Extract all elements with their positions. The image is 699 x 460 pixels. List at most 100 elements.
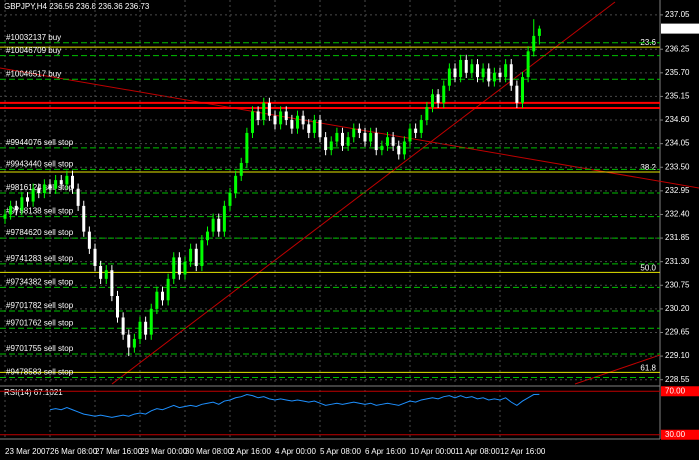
candle-body [217, 218, 221, 232]
candle-body [65, 175, 69, 185]
order-label: #9734382 sell stop [6, 278, 74, 287]
x-tick-label: 10 Apr 00:00 [410, 447, 456, 456]
candle-body [537, 28, 541, 36]
candle-body [3, 214, 7, 219]
rsi-name: RSI(14) [4, 388, 32, 397]
x-tick-label: 11 Apr 08:00 [455, 447, 500, 456]
candle-body [155, 291, 159, 309]
rsi-level-box [661, 386, 699, 397]
candle-body [172, 257, 176, 279]
order-label: #9784620 sell stop [6, 228, 74, 237]
candle-body [301, 115, 305, 125]
candle-body [222, 205, 226, 232]
y-tick-label: 237.05 [665, 10, 690, 19]
candle-body [116, 296, 119, 318]
order-label: #9816124 sell stop [6, 183, 74, 192]
order-label: #10032137 buy [6, 33, 61, 42]
candle-body [498, 72, 502, 78]
rsi-tick-label: 70.00 [665, 386, 686, 395]
candle-body [37, 188, 41, 193]
candle-body [414, 128, 418, 133]
candle-body [515, 85, 519, 103]
candle-body [14, 205, 18, 211]
candle-body [312, 120, 316, 133]
header: GBPJPY,H4 236.56 236.8 236.36 236.73 [4, 2, 150, 11]
y-tick-label: 229.65 [665, 328, 690, 337]
candle-body [279, 111, 283, 125]
y-tick-label: 230.20 [665, 304, 690, 313]
candle-body [59, 180, 63, 185]
x-tick-label: 30 Mar 08:00 [185, 447, 233, 456]
candle-body [31, 188, 35, 202]
candle-body [419, 120, 423, 133]
candle-body [245, 132, 249, 163]
last-close: 236.73 [125, 2, 150, 11]
candle-body [132, 338, 136, 348]
x-tick-label: 27 Mar 16:00 [95, 447, 143, 456]
candle-body [374, 132, 378, 151]
candle-body [26, 197, 29, 202]
last-low: 236.36 [98, 2, 123, 11]
candle-body [352, 128, 356, 138]
x-tick-label: 6 Apr 16:00 [365, 447, 406, 456]
candle-body [183, 261, 187, 275]
y-tick-label: 235.15 [665, 92, 690, 101]
candle-body [492, 72, 496, 82]
trend-line [574, 354, 661, 385]
candle-body [273, 115, 277, 125]
current-price: 236.73 [665, 24, 690, 33]
candle-body [459, 59, 463, 78]
candle-body [453, 68, 457, 78]
candle-body [436, 94, 440, 103]
fib-label: 50.0 [640, 264, 656, 273]
candle-body [234, 175, 238, 193]
x-tick-label: 23 Mar 2007 [5, 447, 50, 456]
candle-body [526, 51, 530, 78]
candle-body [267, 102, 271, 116]
candle-body [87, 231, 91, 249]
x-tick-label: 2 Apr 16:00 [230, 447, 271, 456]
y-tick-label: 231.30 [665, 257, 690, 266]
order-label: #9701762 sell stop [6, 318, 74, 327]
candle-body [138, 321, 142, 339]
y-tick-label: 234.05 [665, 139, 690, 148]
candle-body [391, 137, 395, 146]
candle-body [324, 137, 328, 151]
candle-body [346, 137, 350, 146]
trend-line [0, 67, 699, 189]
y-tick-label: 232.95 [665, 186, 690, 195]
candle-body [476, 64, 479, 78]
candle-body [93, 248, 97, 266]
order-label: #9701782 sell stop [6, 301, 74, 310]
candle-body [307, 124, 311, 133]
candle-body [290, 120, 294, 129]
candle-body [284, 111, 288, 121]
y-tick-label: 236.25 [665, 44, 690, 53]
x-tick-label: 12 Apr 16:00 [500, 447, 546, 456]
candle-body [464, 59, 468, 73]
candle-body [509, 64, 513, 86]
candle-body [76, 188, 80, 206]
order-label: #9944076 sell stop [6, 138, 74, 147]
candle-body [329, 141, 333, 151]
rsi-tick-label: 30.00 [665, 430, 686, 439]
order-label: #9478583 sell stop [6, 368, 74, 377]
candle-body [161, 291, 164, 301]
candle-body [447, 68, 451, 86]
fib-label: 61.8 [640, 364, 656, 373]
candle-body [380, 145, 384, 151]
y-tick-label: 234.60 [665, 115, 690, 124]
candle-body [357, 128, 361, 133]
rsi-header: RSI(14) 67.1021 [4, 388, 63, 397]
rsi-level-box [661, 429, 699, 440]
candle-body [521, 77, 524, 103]
x-tick-label: 5 Apr 08:00 [320, 447, 361, 456]
candle-body [194, 248, 198, 266]
candle-body [99, 265, 103, 279]
order-label: #9788138 sell stop [6, 207, 74, 216]
x-tick-label: 26 Mar 08:00 [50, 447, 98, 456]
candle-body [166, 278, 170, 301]
fib-label: 38.2 [640, 163, 656, 172]
